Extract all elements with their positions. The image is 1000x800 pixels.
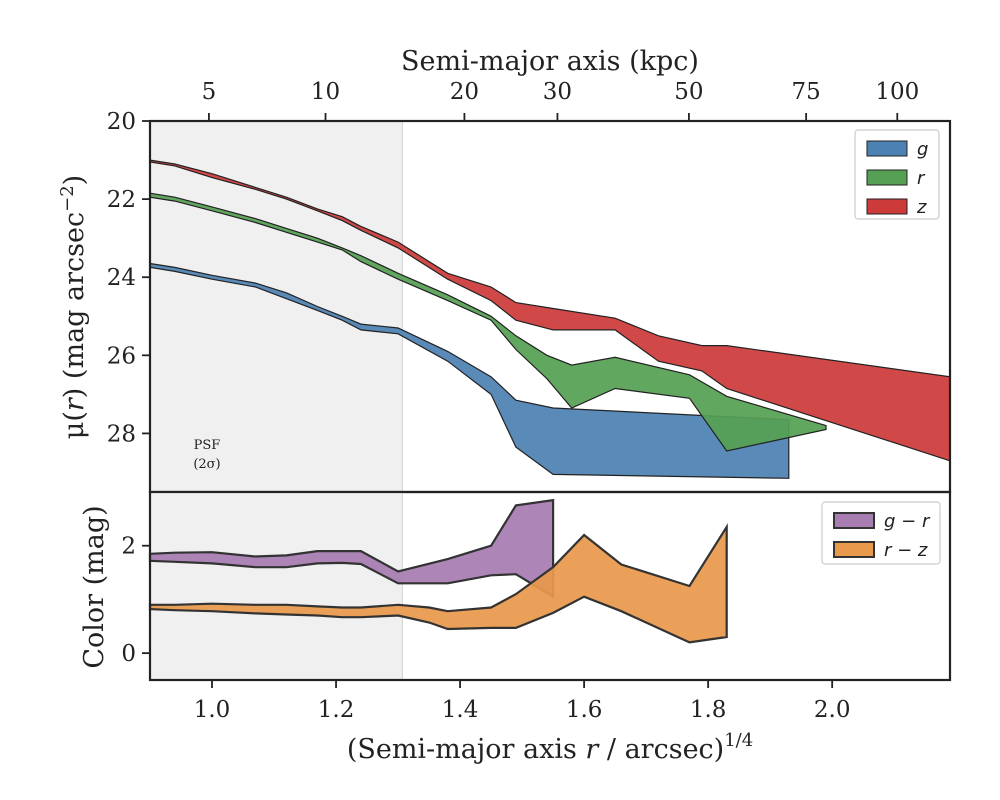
legend-swatch-g-minus-r [833, 512, 875, 529]
legend-label-g-minus-r: g − r [884, 511, 931, 532]
bottom-y-axis-ticks: 02 [121, 534, 150, 667]
legend-swatch-z [866, 198, 908, 215]
color-band-r-minus-z-area [148, 523, 728, 644]
bottom-ytick-label: 0 [121, 641, 136, 667]
top-x-axis-title: Semi-major axis (kpc) [401, 46, 699, 77]
psf-annotation-label: PSF [194, 438, 221, 453]
bottom-xtick-label: 1.6 [566, 697, 603, 723]
xlabel-part-r: r [585, 734, 600, 765]
xlabel-part-1: (Semi-major axis [347, 734, 586, 765]
ylabel-exponent: −2 [57, 185, 78, 212]
psf-shaded-region-bottom [150, 492, 403, 680]
top-y-axis-title: μ(r) (mag arcsec−2) [57, 175, 90, 439]
top-xtick-label: 75 [791, 79, 820, 105]
bottom-x-axis-ticks: 1.0 1.2 1.4 1.6 1.8 2.0 [194, 680, 851, 723]
legend-label-g: g [917, 139, 928, 160]
bottom-xtick-label: 1.0 [194, 697, 231, 723]
top-ytick-label: 26 [107, 343, 136, 369]
band-legend: grz [854, 129, 940, 220]
bottom-x-axis-title: (Semi-major axis r / arcsec)1/4 [347, 730, 753, 765]
bottom-xtick-label: 1.4 [442, 697, 479, 723]
ylabel-part-r: r [59, 396, 90, 411]
top-xtick-label: 20 [450, 79, 479, 105]
top-ytick-label: 24 [107, 265, 136, 291]
top-ytick-label: 22 [107, 187, 136, 213]
bottom-ytick-label: 2 [121, 534, 136, 560]
bottom-y-axis-title: Color (mag) [79, 505, 110, 668]
band-r-area [149, 192, 827, 452]
top-xtick-label: 10 [311, 79, 340, 105]
legend-label-z: z [916, 197, 927, 218]
xlabel-part-2: / arcsec) [598, 734, 724, 765]
psf-annotation-sigma: (2σ) [193, 457, 220, 472]
legend-label-r: r [917, 168, 926, 189]
band-g-area [149, 262, 790, 479]
ylabel-part-1: μ( [59, 411, 90, 439]
legend-swatch-g [866, 140, 908, 157]
bottom-xtick-label: 2.0 [814, 697, 851, 723]
top-xtick-label: 50 [674, 79, 703, 105]
bottom-panel-frame [148, 490, 952, 682]
psf-shaded-region-top [150, 121, 403, 492]
bottom-xtick-label: 1.2 [318, 697, 355, 723]
top-xtick-label: 30 [543, 79, 572, 105]
ylabel-part-3: ) [59, 175, 90, 186]
top-secondary-x-axis-ticks: 5 10 20 30 50 75 100 [202, 79, 919, 121]
bottom-xtick-label: 1.8 [690, 697, 727, 723]
legend-swatch-r-minus-z [833, 541, 875, 558]
legend-label-r-minus-z: r − z [884, 540, 928, 561]
top-ytick-label: 28 [107, 421, 136, 447]
color-bands [148, 498, 728, 644]
top-xtick-label: 5 [202, 79, 217, 105]
top-y-axis-ticks: 20 22 24 26 28 [107, 109, 150, 447]
xlabel-exponent: 1/4 [724, 730, 753, 751]
color-panel: 02 1.0 1.2 1.4 1.6 1.8 2.0 g − rr − z (Semi-m… [79, 490, 952, 765]
top-ytick-label: 20 [107, 109, 136, 135]
color-legend: g − r r − z [821, 501, 941, 565]
legend-swatch-r [866, 169, 908, 186]
ylabel-part-2: ) (mag arcsec [59, 212, 90, 398]
top-xtick-label: 100 [875, 79, 919, 105]
